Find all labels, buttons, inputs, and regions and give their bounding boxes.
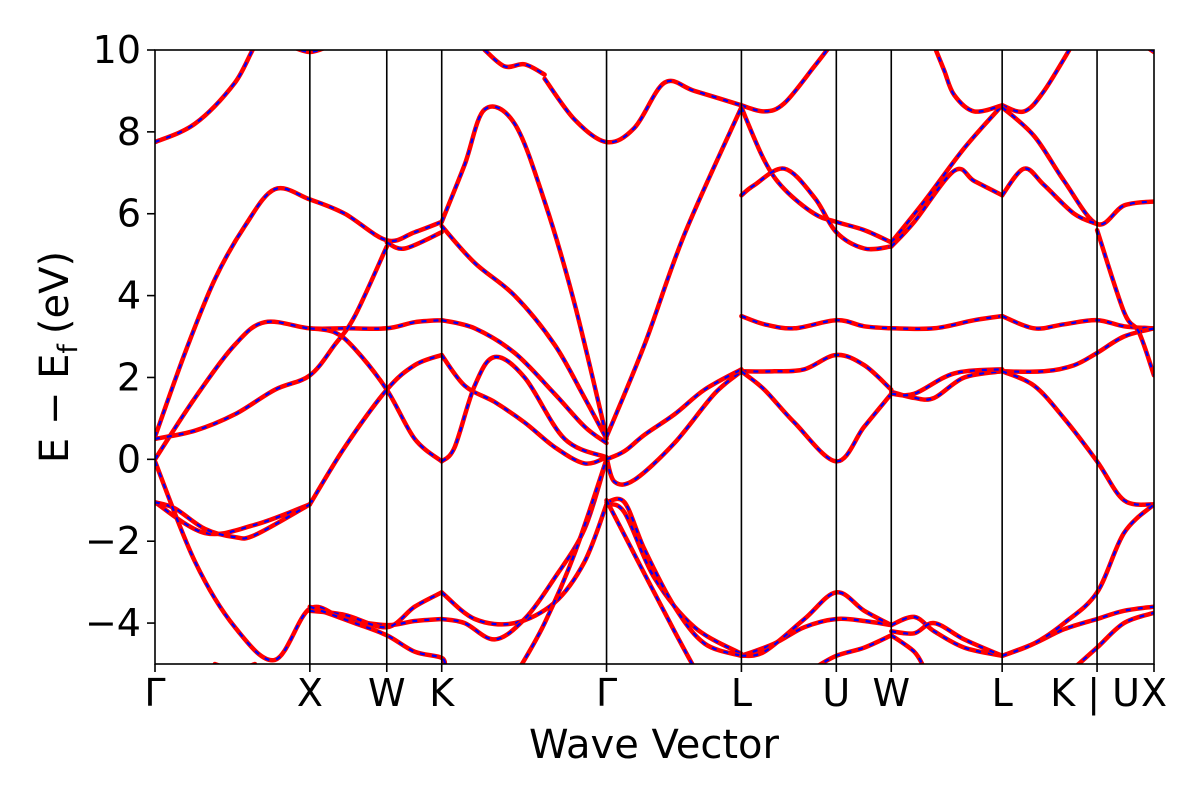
band-line-blue-dashed [309,591,443,629]
band-line-red [999,313,1154,331]
band-line-blue-dashed [605,106,743,438]
y-axis-label: E − Ef (eV) [32,251,84,463]
band-line-blue-dashed [440,105,608,438]
band-line-blue-dashed [1149,50,1154,53]
band-line-blue-dashed [440,354,607,465]
y-tick-label: 8 [117,110,141,154]
x-tick-label: X [297,671,323,715]
band-line-blue-dashed [890,104,1004,244]
x-tick-label: U [822,671,850,715]
x-tick-label: W [872,671,910,715]
band-line-blue-dashed [818,634,892,664]
x-tick-label: Γ [596,671,617,715]
y-axis-label-main: E − E [32,354,78,464]
y-axis-label-subscript: f [53,343,84,354]
plot-frame [154,49,1155,665]
band-line-blue-dashed [890,615,1003,657]
band-line-blue-dashed [1096,229,1154,376]
band-line-blue-dashed [214,662,255,664]
y-tick-label: 6 [117,192,141,236]
band-line-blue-dashed [386,231,443,250]
band-line-blue-dashed [441,319,608,444]
band-line-blue-dashed [891,315,1003,331]
band-line-blue-dashed [440,225,608,440]
x-tick-label: L [731,671,752,715]
band-line-red [739,352,894,392]
band-line-blue-dashed [543,78,742,144]
band-line-red [155,50,256,145]
band-line-blue-dashed [605,499,694,664]
band-line-blue-dashed [891,621,1003,657]
band-line-blue-dashed [155,460,442,662]
band-line-blue-dashed [740,167,892,251]
band-line-red [212,661,258,664]
band-line-blue-dashed [309,605,446,664]
y-tick-label: −4 [85,601,141,645]
band-line-blue-dashed [440,504,608,626]
band-line-blue-dashed [741,617,892,657]
y-tick-label: 10 [93,28,141,72]
band-line-blue-dashed [1001,370,1154,506]
band-line-blue-dashed [1001,106,1154,226]
band-line-blue-dashed [934,50,1003,113]
band-line-blue-dashed [606,368,742,461]
band-line-blue-dashed [740,106,892,244]
band-line-blue-dashed [741,315,892,330]
y-tick-label: 2 [117,355,141,399]
band-line-blue-dashed [308,353,443,505]
high-symmetry-lines [309,50,1098,664]
x-tick-label: X [1141,671,1167,715]
band-line-blue-dashed [155,501,311,540]
band-line-blue-dashed [520,458,608,664]
band-line-blue-dashed [309,327,443,463]
band-line-blue-dashed [741,50,829,113]
band-line-blue-dashed [155,246,388,440]
band-line-blue-dashed [440,355,607,463]
x-tick-label: L [992,671,1013,715]
band-line-blue-dashed [1002,327,1154,373]
band-line-blue-dashed [483,50,546,76]
band-line-blue-dashed [1001,605,1154,657]
band-line-red [999,50,1072,115]
y-axis-ticks: −4 −2 0 2 4 6 8 10 [85,28,155,645]
x-tick-label: Γ [144,671,165,715]
band-line-blue-dashed [155,187,443,438]
plot-background [155,50,1154,664]
band-line-blue-dashed [1077,611,1154,664]
y-axis-label-unit: (eV) [32,251,78,334]
band-line-blue-dashed [1001,503,1154,657]
x-tick-label: W [368,671,406,715]
band-line-blue-dashed [606,503,742,655]
band-line-blue-dashed [890,167,1003,248]
x-tick-label: K | U [1050,671,1140,716]
y-tick-label: 0 [117,437,141,481]
band-line-red [604,496,744,659]
band-line-blue-dashed [740,370,893,463]
band-line-blue-dashed [890,634,924,664]
band-line-blue-dashed [1001,167,1098,226]
band-line-blue-dashed [605,370,743,486]
x-axis-label: Wave Vector [529,722,780,768]
band-line-red [889,367,1005,398]
band-line-blue-dashed [741,591,892,657]
band-line-blue-dashed [155,319,442,460]
y-tick-label: 4 [117,274,141,318]
x-tick-label: K [429,671,455,715]
y-tick-label: −2 [85,519,141,563]
